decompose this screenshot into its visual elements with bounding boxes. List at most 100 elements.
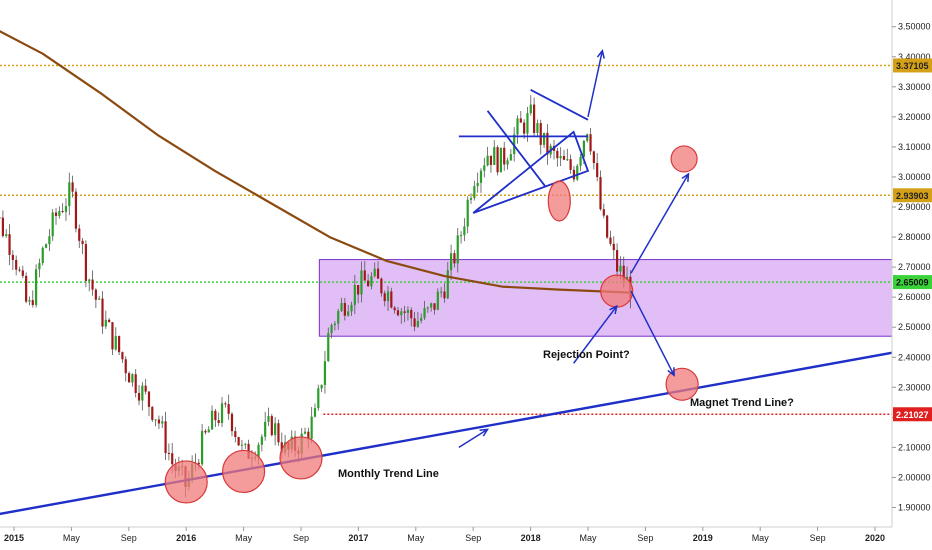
x-tick-label: 2020 xyxy=(865,533,885,543)
candle-body xyxy=(503,147,506,165)
candle-body xyxy=(111,322,114,350)
candle-body xyxy=(327,333,330,362)
candle-body xyxy=(48,236,51,245)
candle-body xyxy=(582,140,585,157)
candle-body xyxy=(303,431,307,434)
candle-body xyxy=(210,410,214,430)
y-tick-label: 2.70000 xyxy=(898,262,931,272)
highlight-circle xyxy=(279,436,323,480)
candle-body xyxy=(257,444,260,457)
candle-body xyxy=(323,361,327,385)
candle-body xyxy=(396,310,400,316)
candle-body xyxy=(144,385,147,392)
candle-body xyxy=(566,159,569,161)
candle-body xyxy=(81,240,84,245)
candle-body xyxy=(476,182,479,187)
candle-body xyxy=(410,309,413,319)
candle-body xyxy=(147,391,151,407)
candle-body xyxy=(443,291,446,299)
candle-body xyxy=(74,191,78,229)
x-tick-label: May xyxy=(235,533,253,543)
candle-body xyxy=(459,235,463,237)
annotation-label: Monthly Trend Line xyxy=(338,468,439,480)
candle-body xyxy=(217,420,220,423)
candle-body xyxy=(413,318,416,327)
candle-body xyxy=(220,403,224,423)
candle-body xyxy=(519,118,522,123)
x-tick-label: Sep xyxy=(465,533,481,543)
candle-body xyxy=(310,416,313,439)
triangle-pattern xyxy=(472,130,590,214)
price-levels-layer xyxy=(0,64,892,416)
candle-body xyxy=(167,452,170,454)
annotation-label: Rejection Point? xyxy=(543,349,630,361)
candle-body xyxy=(576,165,579,180)
candle-body xyxy=(21,270,24,276)
candle-body xyxy=(124,359,127,374)
candle-body xyxy=(68,182,71,207)
candle-body xyxy=(207,429,210,433)
arrow-shaft xyxy=(630,173,690,274)
candle-body xyxy=(78,228,81,241)
candle-body xyxy=(260,436,263,445)
candle-body xyxy=(479,170,483,183)
candle-body xyxy=(542,132,546,145)
candle-body xyxy=(224,403,227,405)
candle-body xyxy=(529,104,532,114)
candle-body xyxy=(11,254,14,260)
candle-body xyxy=(622,265,625,281)
candle-body xyxy=(137,392,141,401)
arrow-head xyxy=(479,428,490,437)
x-tick-label: 2015 xyxy=(4,533,24,543)
highlight-circle xyxy=(164,460,208,504)
candle-body xyxy=(433,303,436,310)
candle-body xyxy=(373,268,376,277)
candle-body xyxy=(367,280,370,287)
candle-body xyxy=(353,285,356,305)
y-tick-label: 3.20000 xyxy=(898,112,931,122)
candle-body xyxy=(333,323,336,326)
price-tag-box xyxy=(893,407,932,422)
candle-body xyxy=(1,217,4,236)
candle-body xyxy=(473,186,476,199)
candle-body xyxy=(486,155,489,166)
candle-body xyxy=(277,423,280,443)
candle-body xyxy=(270,416,273,436)
candle-body xyxy=(141,385,144,401)
candle-body xyxy=(154,419,157,421)
highlight-circle xyxy=(665,367,699,401)
x-tick-label: 2018 xyxy=(521,533,541,543)
candle-body xyxy=(157,419,161,424)
candle-body xyxy=(171,453,174,465)
x-tick-label: Sep xyxy=(810,533,826,543)
x-tick-label: 2019 xyxy=(693,533,713,543)
candle-body xyxy=(466,199,469,227)
candle-body xyxy=(0,217,1,219)
y-tick-label: 2.90000 xyxy=(898,202,931,212)
candle-body xyxy=(376,268,380,279)
candle-body xyxy=(496,147,499,173)
candle-body xyxy=(390,291,393,308)
x-tick-label: May xyxy=(63,533,81,543)
candle-body xyxy=(114,336,117,350)
y-tick-label: 2.40000 xyxy=(898,352,931,362)
candle-body xyxy=(264,421,267,437)
candle-body xyxy=(51,212,54,237)
annotations-layer: Monthly Trend Line Rejection Point? Magnet… xyxy=(338,349,794,480)
candle-body xyxy=(234,431,237,438)
y-tick-label: 2.50000 xyxy=(898,322,931,332)
arrow-head xyxy=(681,172,690,182)
candle-body xyxy=(227,404,230,414)
candle-body xyxy=(483,165,486,171)
candle-body xyxy=(347,311,350,316)
inner-diagonal-line xyxy=(486,110,546,187)
candle-body xyxy=(151,406,154,420)
y-tick-label: 3.10000 xyxy=(898,142,931,152)
candle-body xyxy=(423,308,426,318)
candle-body xyxy=(5,234,8,236)
candle-body xyxy=(536,123,539,133)
candle-body xyxy=(506,160,509,165)
candle-body xyxy=(386,291,390,302)
price-tag-label: 2.65009 xyxy=(896,278,929,288)
